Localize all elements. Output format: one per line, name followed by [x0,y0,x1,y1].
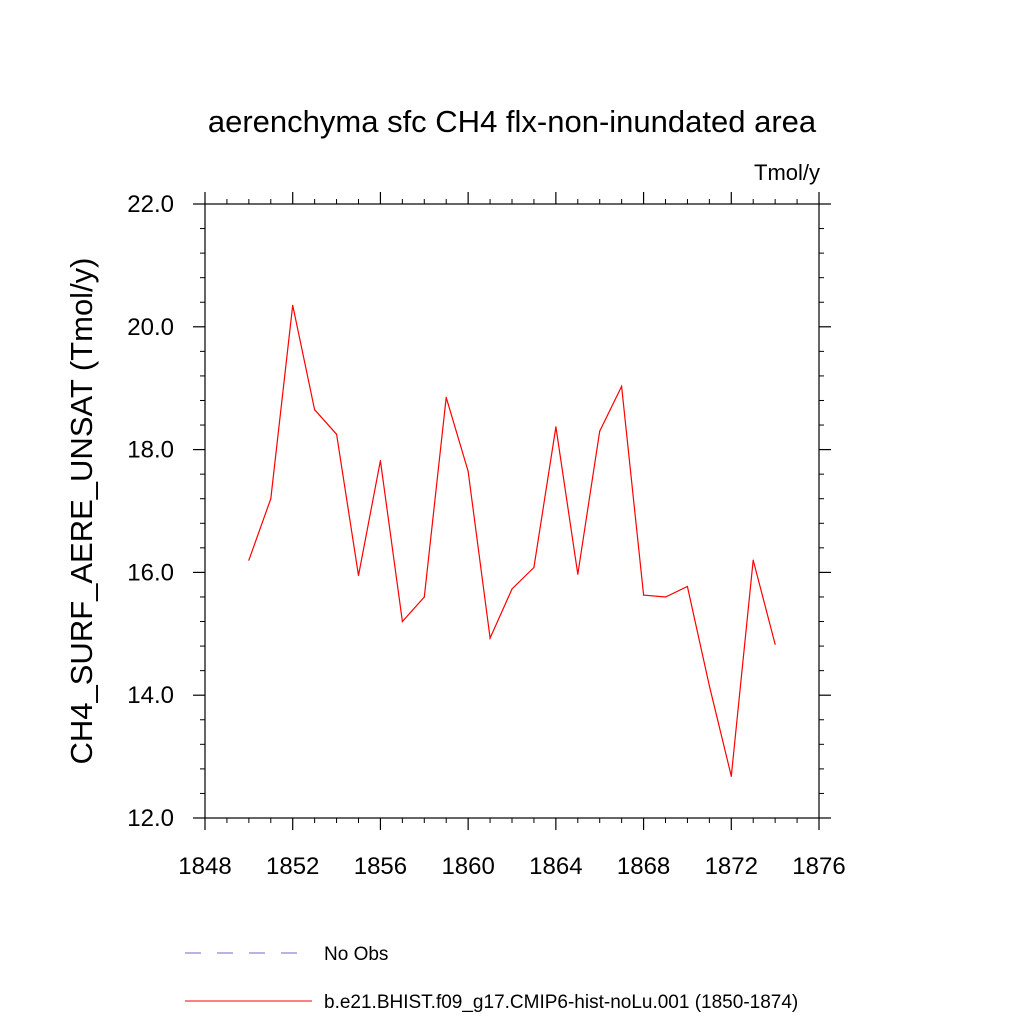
data-point [774,643,776,645]
data-point [599,430,601,432]
data-point [401,620,403,623]
x-tick-label: 1876 [792,853,845,880]
y-tick-label: 12.0 [127,805,174,832]
x-tick-label: 1848 [178,853,231,880]
data-point [270,498,272,500]
legend-label: b.e21.BHIST.f09_g17.CMIP6-hist-noLu.001 … [324,992,798,1013]
y-tick-label: 22.0 [127,191,174,218]
data-point [664,596,667,598]
series-line [248,305,776,777]
units-label: Tmol/y [754,160,820,185]
data-point [686,585,689,588]
data-point [357,574,360,577]
data-point [379,460,382,462]
data-point [577,573,579,575]
y-tick-label: 16.0 [127,559,174,586]
legend-label: No Obs [324,944,388,965]
data-point [642,594,645,596]
y-tick-label: 20.0 [127,314,174,341]
chart-title: aerenchyma sfc CH4 flx-non-inundated are… [208,104,817,139]
data-point [292,304,294,306]
axis-tick-labels: 1848 1852 1856 1860 1864 1868 1872 1876 12.0 14.0… [127,191,845,880]
x-tick-label: 1868 [617,853,670,880]
data-point [752,559,754,561]
x-tick-label: 1872 [705,853,758,880]
data-point [423,596,425,598]
data-point [489,637,491,639]
data-point [730,775,732,777]
data-point [621,385,623,387]
data-point [467,470,469,472]
legend: No Obs b.e21.BHIST.f09_g17.CMIP6-hist-noL… [185,944,798,1013]
x-tick-label: 1860 [441,853,494,880]
series-layer [248,304,776,777]
data-point [511,588,513,590]
data-point [533,566,535,569]
data-point [335,433,338,435]
axis-ticks [193,192,831,830]
x-tick-label: 1856 [354,853,407,880]
data-point [555,426,557,428]
y-tick-label: 18.0 [127,437,174,464]
data-point [708,685,710,687]
plot-frame [204,203,820,819]
x-tick-label: 1852 [266,853,319,880]
x-tick-label: 1864 [529,853,582,880]
data-point [248,559,250,561]
y-tick-label: 14.0 [127,682,174,709]
data-point [445,396,447,399]
data-point [314,409,316,411]
y-axis-label: CH4_SURF_AERE_UNSAT (Tmol/y) [64,257,99,764]
